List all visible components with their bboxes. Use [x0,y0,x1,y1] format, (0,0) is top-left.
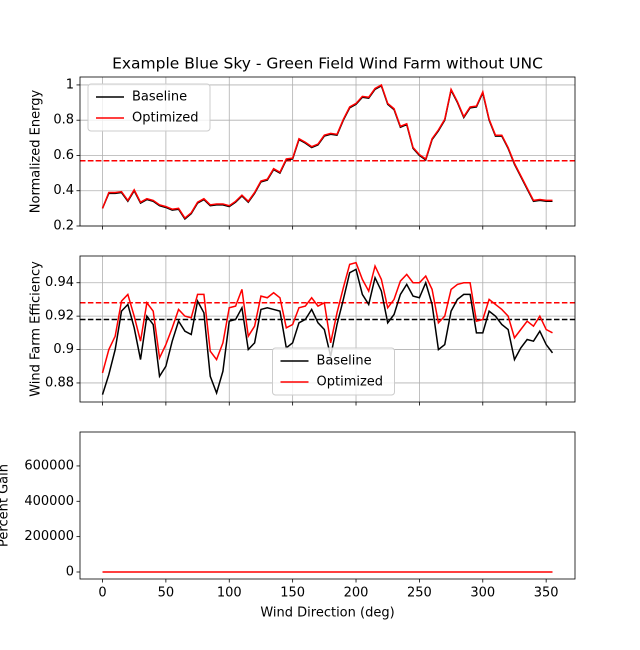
axes-frame [79,255,576,403]
y-tick-label: 0 [66,565,74,580]
y-tick-label: 0.88 [45,375,74,390]
x-tick-label: 0 [98,586,106,601]
legend-box [87,83,211,132]
y-tick-label: 0.4 [53,183,74,198]
x-tick-label: 250 [407,586,432,601]
legend-box [272,347,395,396]
x-axis-label: Wind Direction (deg) [260,606,394,621]
x-tick-label: 150 [280,586,305,601]
x-tick-label: 350 [534,586,559,601]
y-tick-label: 0.6 [53,148,74,163]
legend-label: Baseline [132,90,187,105]
y-tick-label: 0.92 [45,309,74,324]
x-tick-label: 200 [344,586,369,601]
x-tick-label: 100 [217,586,242,601]
x-tick-label: 300 [470,586,495,601]
y-tick-label: 0.8 [53,113,74,128]
axes-frame [79,76,576,227]
y-tick-label: 1 [66,77,74,92]
legend-label: Baseline [317,354,372,369]
y-tick-label: 0.2 [53,219,74,234]
y-tick-label: 0.9 [53,342,74,357]
chart-title: Example Blue Sky - Green Field Wind Farm… [112,55,543,73]
data-line [101,83,553,220]
y-axis-label: Normalized Energy [29,90,44,214]
legend-label: Optimized [132,111,199,126]
y-tick-label: 200000 [24,529,74,544]
y-tick-label: 0.94 [45,275,74,290]
x-tick-label: 50 [158,586,175,601]
y-tick-label: 400000 [24,494,74,509]
y-tick-label: 600000 [24,458,74,473]
data-line [101,261,553,374]
legend-label: Optimized [317,375,384,390]
data-line [101,268,554,396]
y-axis-label: Percent Gain [0,464,12,547]
y-axis-label: Wind Farm Efficiency [29,261,44,397]
axes-frame [79,431,576,580]
